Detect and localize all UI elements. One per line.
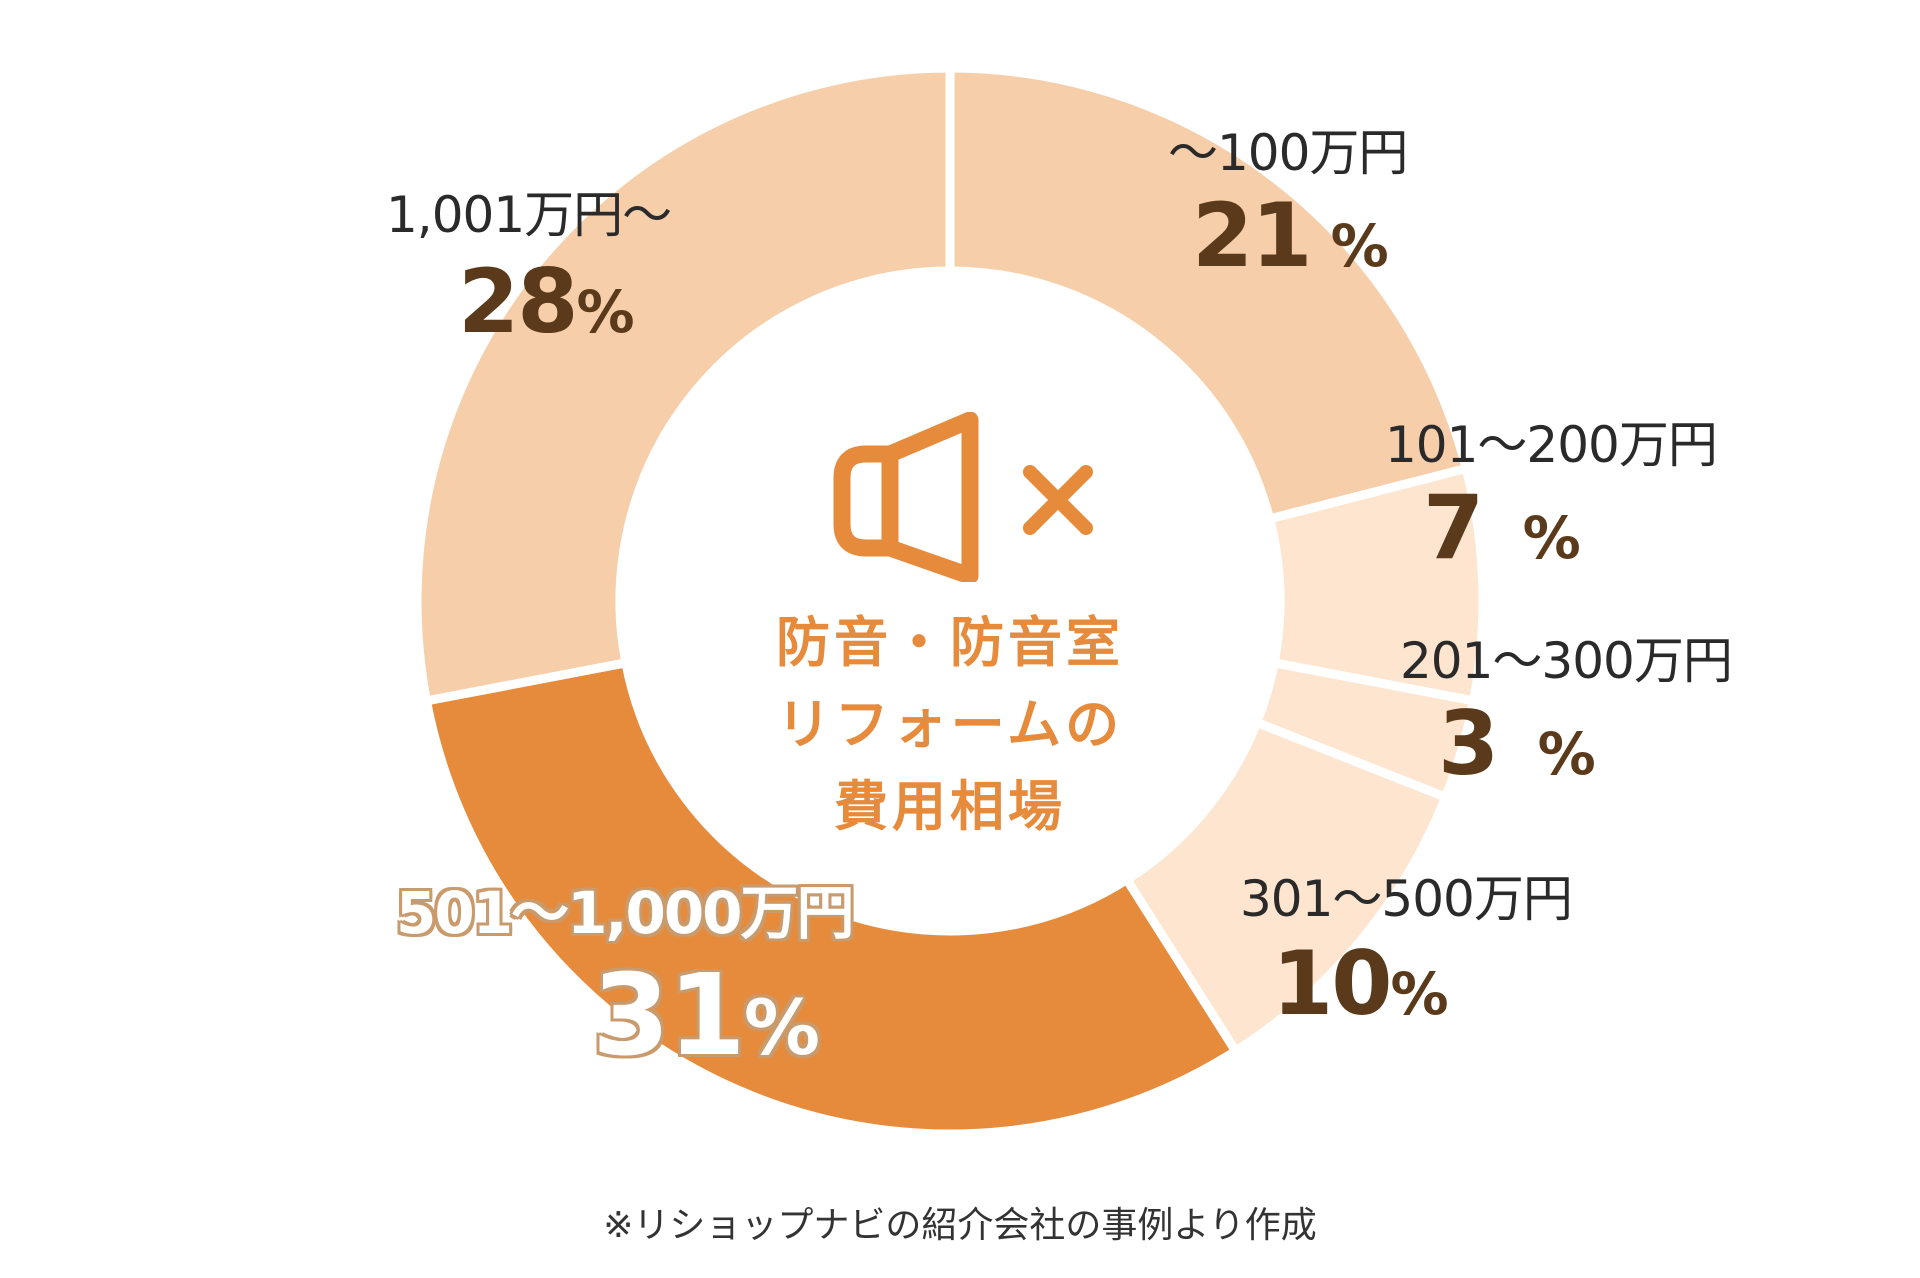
percent-value: 21 % xyxy=(1192,184,1389,287)
donut-segment xyxy=(421,657,1242,1139)
percent-value: 28% xyxy=(458,250,635,353)
label-1001-plus: 1,001万円〜 28% xyxy=(386,186,672,353)
label-501-1000: 501〜1,000万円 31% xyxy=(396,879,855,1081)
center-title: 防音・防音室 リフォームの 費用相場 xyxy=(760,602,1140,848)
footnote: ※リショップナビの紹介会社の事例より作成 xyxy=(603,1205,1317,1246)
percent-value: 7 % xyxy=(1423,476,1581,579)
label-101-200: 101〜200万円 7 % xyxy=(1385,416,1718,579)
percent-value: 3 % xyxy=(1438,692,1596,795)
center-title-line-3: 費用相場 xyxy=(834,775,1066,838)
range-label: 301〜500万円 xyxy=(1240,870,1573,928)
percent-value: 10% xyxy=(1272,932,1449,1035)
donut-segment xyxy=(945,63,1472,525)
center-title-line-2: リフォームの xyxy=(776,693,1124,756)
donut-segment xyxy=(412,63,955,707)
range-label: 101〜200万円 xyxy=(1385,416,1718,474)
range-label: 1,001万円〜 xyxy=(386,186,672,244)
center-title-line-1: 防音・防音室 xyxy=(776,611,1124,674)
label-301-500: 301〜500万円 10% xyxy=(1240,870,1573,1035)
range-label: 〜100万円 xyxy=(1168,124,1408,182)
label-0-100: 〜100万円 21 % xyxy=(1168,124,1408,287)
label-201-300: 201〜300万円 3 % xyxy=(1400,632,1733,795)
range-label: 201〜300万円 xyxy=(1400,632,1733,690)
speaker-mute-icon xyxy=(833,412,1093,582)
percent-value: 31% xyxy=(592,951,821,1081)
range-label: 501〜1,000万円 xyxy=(396,879,855,947)
